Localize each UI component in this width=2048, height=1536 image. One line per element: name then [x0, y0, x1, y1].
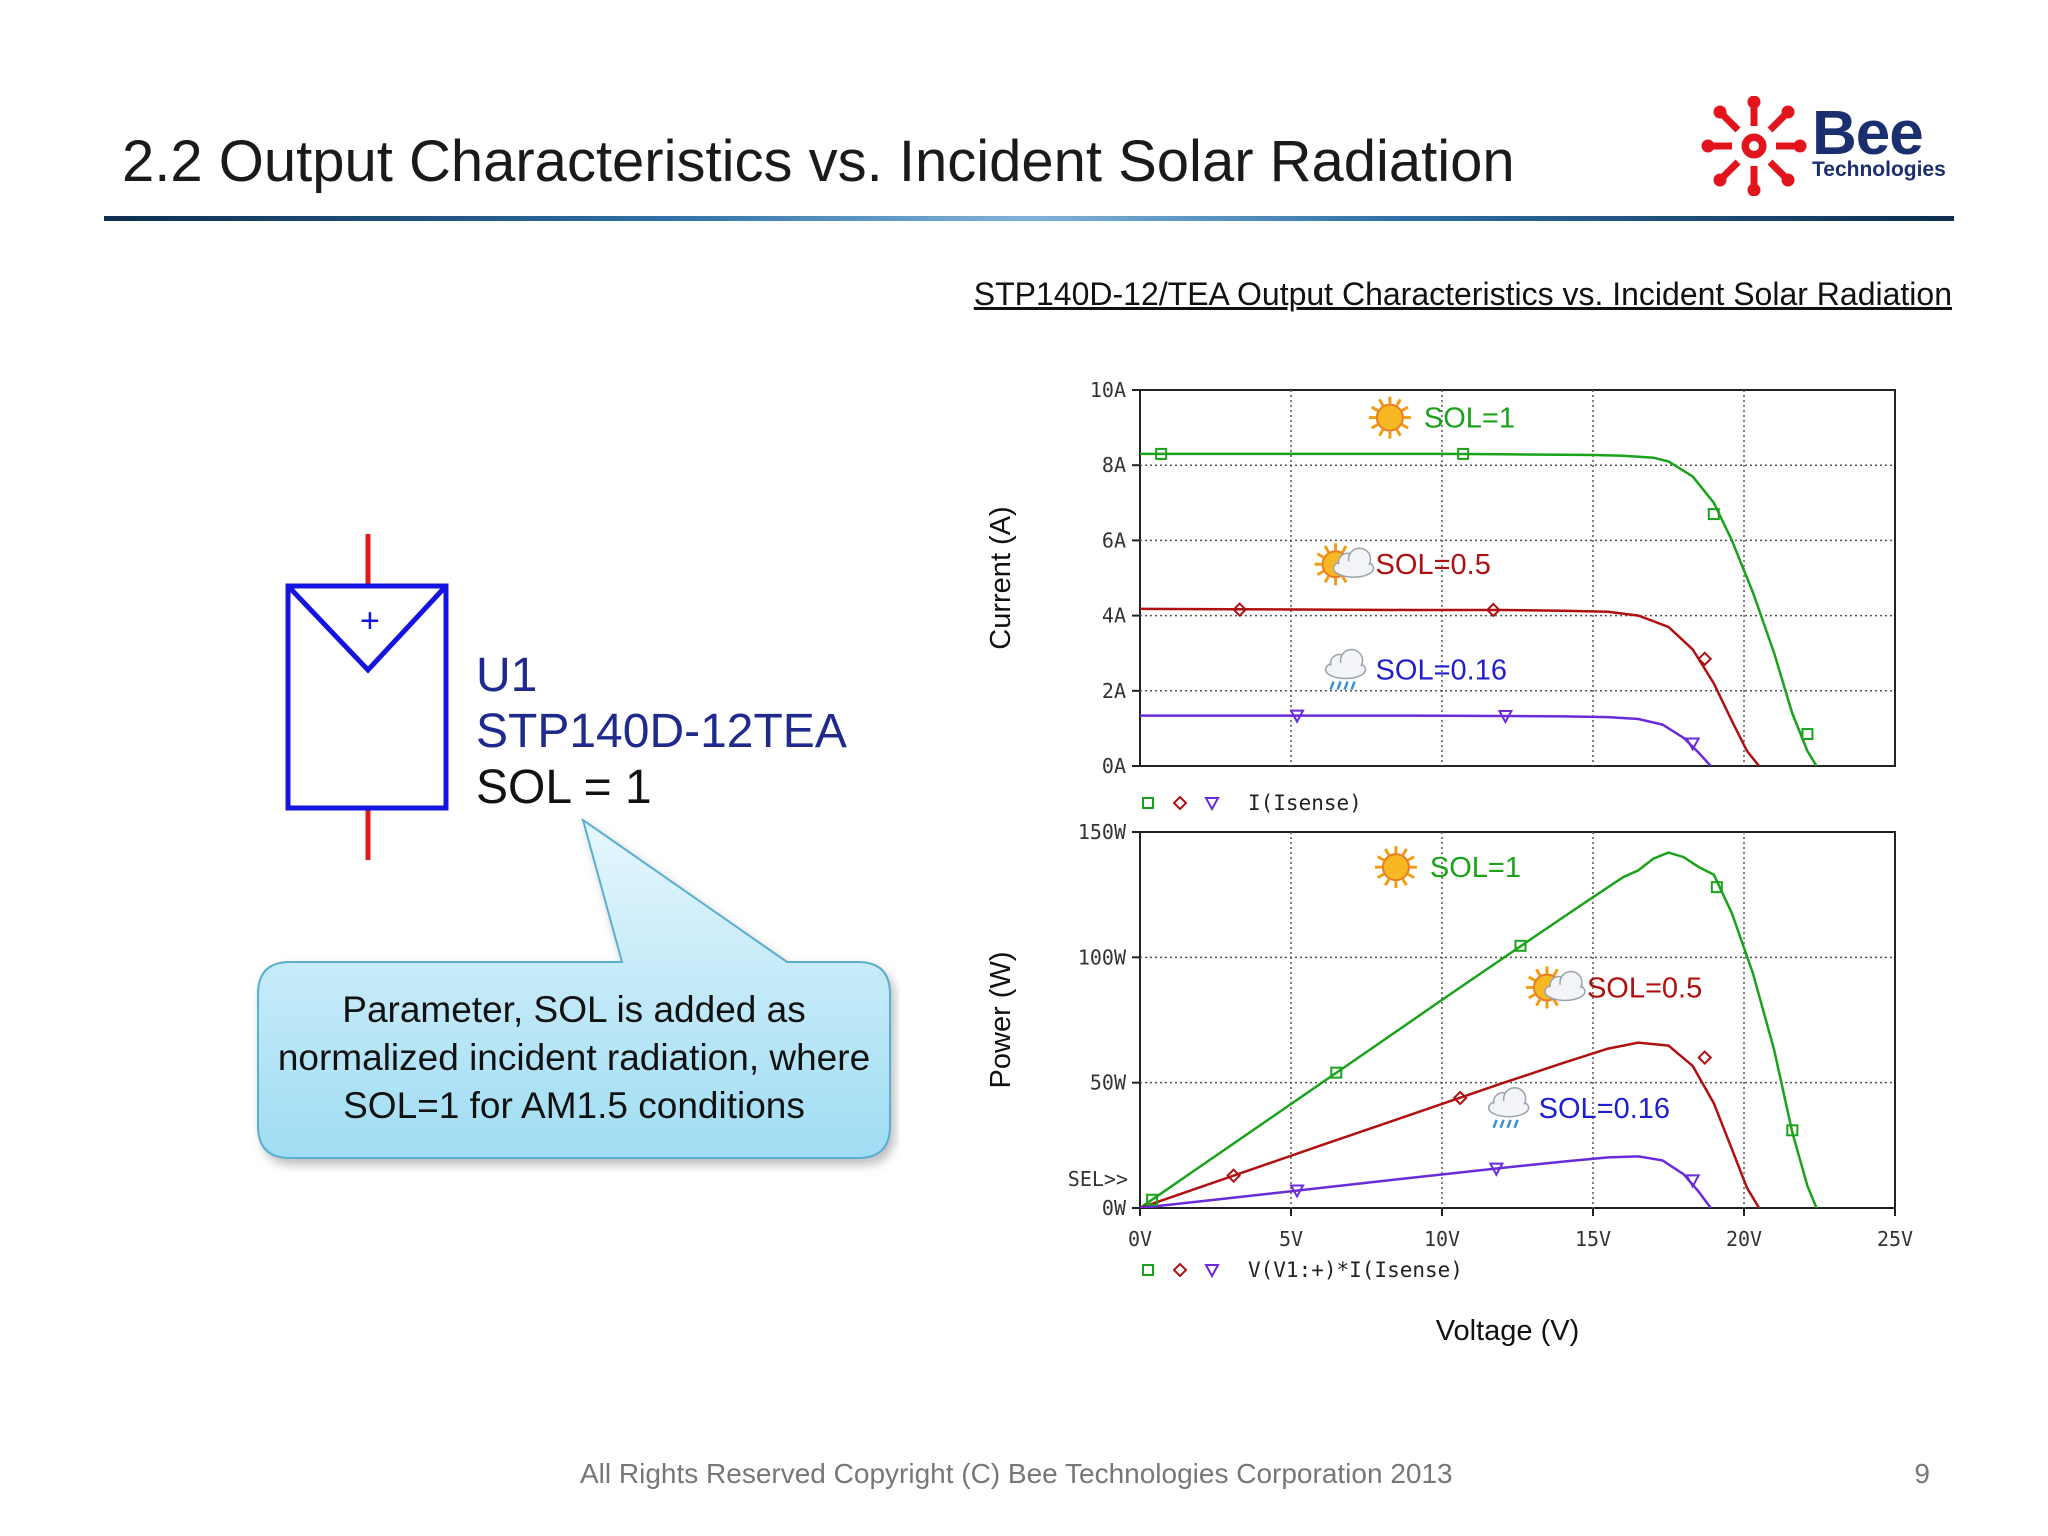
- y-tick-label: 8A: [1102, 453, 1126, 477]
- legend-marker-2: [1204, 797, 1220, 812]
- legend-marker-1: [1172, 795, 1188, 811]
- logo-word: Bee: [1812, 99, 1924, 168]
- callout-bubble: [257, 817, 891, 1159]
- y-tick-label: 10A: [1090, 378, 1126, 402]
- series-marker-0: [1801, 728, 1814, 741]
- plot-frame: [1139, 389, 1896, 767]
- legend-marker-1: [1172, 1262, 1188, 1278]
- bee-star-logo-icon: [1701, 96, 1807, 196]
- series-marker-2: [1684, 1174, 1701, 1189]
- legend-label: V(V1:+)*I(Isense): [1248, 1258, 1463, 1282]
- legend-marker-2: [1204, 1264, 1220, 1279]
- series-marker-1: [1485, 602, 1501, 618]
- title-rule: [104, 216, 1954, 221]
- series-annotation-0: SOL=1: [1424, 403, 1515, 435]
- sun-icon: [1374, 846, 1417, 889]
- footer-copyright: All Rights Reserved Copyright (C) Bee Te…: [580, 1458, 1453, 1489]
- series-marker-1: [1697, 651, 1713, 667]
- series-marker-1: [1452, 1090, 1468, 1106]
- y-tick-label: 100W: [1078, 945, 1127, 969]
- series-marker-2: [1289, 709, 1305, 724]
- series-annotation-0: SOL=1: [1430, 852, 1521, 884]
- symbol-model-label: STP140D-12TEA: [476, 705, 847, 758]
- x-axis-title: Voltage (V): [1436, 1315, 1579, 1347]
- y-tick-label: 0A: [1102, 754, 1126, 778]
- series-line-2: [1140, 1155, 1712, 1208]
- x-tick-label: 15V: [1575, 1227, 1611, 1251]
- series-annotation-1: SOL=0.5: [1587, 972, 1702, 1004]
- series-marker-2: [1684, 737, 1701, 752]
- power-chart: 0W 50W 100W 150W 0V 5V 10V 15V 20V 25V Voltage (V)…: [985, 820, 1913, 1347]
- y-tick-label: 0W: [1102, 1196, 1127, 1220]
- callout-text: Parameter, SOL is added as normalized in…: [277, 989, 871, 1126]
- sun-icon: [1368, 396, 1411, 439]
- series-marker-2: [1497, 709, 1514, 725]
- symbol-ref-label: U1: [476, 649, 538, 702]
- y-tick-label: 150W: [1078, 820, 1127, 844]
- series-marker-1: [1697, 1050, 1713, 1066]
- series-annotation-2: SOL=0.16: [1376, 655, 1507, 687]
- series-line-1: [1140, 607, 1761, 766]
- series-line-2: [1140, 714, 1712, 766]
- symbol-param-label: SOL = 1: [476, 761, 652, 814]
- series-marker-1: [1226, 1168, 1242, 1184]
- y-tick-label: 50W: [1090, 1071, 1127, 1095]
- series-annotation-2: SOL=0.16: [1539, 1093, 1670, 1125]
- sun-cloud-icon: [1314, 543, 1375, 586]
- chart-heading: STP140D-12/TEA Output Characteristics vs…: [973, 276, 1952, 312]
- x-tick-label: 5V: [1279, 1227, 1303, 1251]
- solar-cell-symbol-icon: +: [285, 534, 449, 860]
- series-marker-0: [1330, 1066, 1343, 1079]
- x-tick-label: 0V: [1128, 1227, 1152, 1251]
- legend-marker-0: [1142, 1264, 1154, 1276]
- series-marker-0: [1146, 1193, 1159, 1206]
- rain-cloud-icon: [1324, 648, 1367, 690]
- rain-cloud-icon: [1487, 1087, 1530, 1129]
- series-line-0: [1140, 851, 1818, 1208]
- logo-subtitle: Technologies: [1812, 158, 1946, 181]
- series-marker-1: [1232, 602, 1248, 617]
- logo: Bee Technologies: [1700, 96, 1960, 196]
- series-marker-0: [1155, 447, 1168, 460]
- sel-marker: SEL>>: [1068, 1167, 1128, 1191]
- y-tick-label: 2A: [1102, 679, 1126, 703]
- x-tick-label: 25V: [1877, 1227, 1913, 1251]
- y-axis-title: Power (W): [985, 952, 1017, 1089]
- series-marker-0: [1457, 447, 1470, 460]
- series-marker-0: [1786, 1124, 1799, 1137]
- slide-title: 2.2 Output Characteristics vs. Incident …: [122, 129, 1515, 194]
- series-marker-0: [1514, 939, 1527, 952]
- x-tick-label: 20V: [1726, 1227, 1762, 1251]
- series-marker-0: [1710, 881, 1723, 894]
- sun-cloud-icon: [1525, 966, 1586, 1009]
- series-marker-0: [1707, 508, 1720, 521]
- y-axis-title: Current (A): [985, 506, 1017, 649]
- series-line-1: [1140, 1041, 1761, 1208]
- series-marker-2: [1488, 1162, 1505, 1177]
- charts: 0A 2A 4A 6A 8A 10A Current (A) SOL=1 SOL=0.5 SOL=…: [985, 378, 1913, 1347]
- series-line-0: [1140, 452, 1818, 766]
- y-tick-label: 6A: [1102, 528, 1126, 552]
- current-chart: 0A 2A 4A 6A 8A 10A Current (A) SOL=1 SOL=0.5 SOL=…: [985, 378, 1896, 815]
- x-tick-label: 10V: [1424, 1227, 1460, 1251]
- plus-sign: +: [360, 602, 380, 640]
- legend-label: I(Isense): [1248, 791, 1362, 815]
- series-marker-2: [1289, 1184, 1305, 1199]
- page-number: 9: [1914, 1458, 1930, 1489]
- y-tick-label: 4A: [1102, 604, 1126, 628]
- series-annotation-1: SOL=0.5: [1376, 549, 1491, 581]
- legend-marker-0: [1142, 797, 1154, 809]
- plot-frame: [1139, 831, 1896, 1209]
